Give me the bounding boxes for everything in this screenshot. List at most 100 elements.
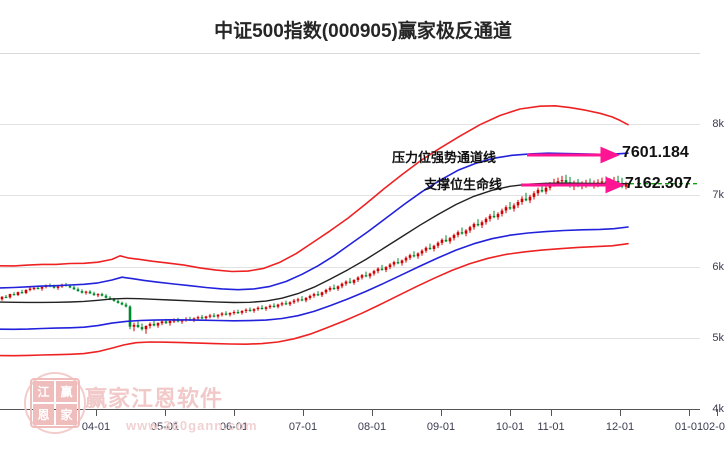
candle-body xyxy=(140,327,144,330)
resistance-line-label: 压力位强势通道线 xyxy=(392,150,497,165)
x-axis-label-05-01: 05-01 xyxy=(150,421,180,433)
candle-body xyxy=(428,247,432,249)
x-tick-11-01 xyxy=(551,409,552,416)
candle-body xyxy=(136,324,140,327)
candle-body xyxy=(284,303,288,305)
candle-body xyxy=(356,277,360,280)
x-tick-07-01 xyxy=(303,409,304,416)
candle-body xyxy=(144,326,148,330)
candle-body xyxy=(100,294,104,296)
seal-char-0: 江 xyxy=(33,381,54,402)
candle-body xyxy=(280,303,284,305)
x-tick-08-01 xyxy=(372,409,373,416)
gridline-6k xyxy=(0,266,700,268)
candle-body xyxy=(124,304,128,307)
candle-body xyxy=(296,299,300,301)
gridline-7k xyxy=(0,195,700,197)
x-axis-label-04-01: 04-01 xyxy=(81,421,111,433)
candle-body xyxy=(24,290,28,293)
candle-body xyxy=(112,299,116,301)
candle-body xyxy=(72,287,76,290)
candle-body xyxy=(216,314,220,317)
candle-body xyxy=(412,255,416,257)
candle-body xyxy=(212,315,216,317)
candle-body xyxy=(316,294,320,296)
candle-body xyxy=(416,253,420,257)
candle-body xyxy=(344,281,348,284)
candle-body xyxy=(248,309,252,311)
gridline-5k xyxy=(0,337,700,339)
candle-body xyxy=(204,316,208,319)
candle-body xyxy=(508,207,512,209)
candle-body xyxy=(420,250,424,254)
candle-body xyxy=(396,262,400,264)
candle-body xyxy=(436,242,440,246)
candle-body xyxy=(468,227,472,231)
candle-body xyxy=(424,247,428,251)
candle-body xyxy=(556,181,560,183)
channel-line-0 xyxy=(0,105,629,273)
candle-body xyxy=(484,218,488,223)
candle-body xyxy=(232,312,236,314)
channel-bands-group xyxy=(0,105,629,357)
candle-body xyxy=(432,245,436,249)
candle-body xyxy=(536,189,540,194)
x-axis-label-09-01: 09-01 xyxy=(426,421,456,433)
annotation-arrows xyxy=(521,146,625,194)
plot-top-border xyxy=(0,53,700,54)
x-tick-12-01 xyxy=(620,409,621,416)
candle-body xyxy=(176,320,180,322)
candle-body xyxy=(624,183,628,187)
candle-body xyxy=(560,180,564,182)
candlestick-group xyxy=(0,174,628,334)
x-tick-09-01 xyxy=(441,409,442,416)
x-axis-label-02-01: 02-01 xyxy=(702,421,726,433)
y-axis-label-7k: 7k xyxy=(712,189,724,202)
candle-body xyxy=(528,196,532,201)
candle-body xyxy=(148,323,152,326)
x-tick-05-01 xyxy=(165,409,166,416)
candle-body xyxy=(440,239,444,243)
candle-body xyxy=(152,323,156,326)
watermark-brand: 赢家江恩软件 xyxy=(85,386,224,411)
x-axis-label-10-01: 10-01 xyxy=(495,421,525,433)
candle-body xyxy=(600,181,604,183)
candle-body xyxy=(520,198,524,202)
candle-body xyxy=(268,305,272,308)
candle-body xyxy=(308,295,312,298)
candle-body xyxy=(88,291,92,294)
candle-body xyxy=(224,313,228,315)
candle-body xyxy=(368,273,372,277)
candle-body xyxy=(252,309,256,311)
candle-body xyxy=(540,189,544,192)
candle-body xyxy=(452,235,456,239)
candle-body xyxy=(324,289,328,293)
candle-body xyxy=(336,286,340,289)
candle-body xyxy=(12,294,16,296)
channel-line-1 xyxy=(0,152,629,291)
candle-body xyxy=(264,307,268,309)
candle-body xyxy=(36,287,40,290)
y-axis-label-6k: 6k xyxy=(712,260,724,273)
x-axis-label-08-01: 08-01 xyxy=(357,421,387,433)
watermark-seal-ring xyxy=(24,372,86,434)
candle-body xyxy=(0,296,4,300)
candle-body xyxy=(28,288,32,290)
candle-body xyxy=(304,298,308,301)
y-axis-label-4k: 4k xyxy=(712,403,724,415)
candle-body xyxy=(360,275,364,278)
support-line-value: 7162.307 xyxy=(625,175,692,192)
candle-body xyxy=(52,286,56,288)
candle-body xyxy=(228,313,232,315)
x-tick-10-01 xyxy=(510,409,511,416)
candle-body xyxy=(392,262,396,265)
candle-body xyxy=(120,302,124,305)
x-tick-04-01 xyxy=(96,409,97,416)
candle-body xyxy=(276,304,280,307)
candle-body xyxy=(92,293,96,296)
candle-body xyxy=(272,305,276,307)
candle-body xyxy=(32,287,36,290)
candle-body xyxy=(312,294,316,296)
candle-body xyxy=(444,239,448,242)
